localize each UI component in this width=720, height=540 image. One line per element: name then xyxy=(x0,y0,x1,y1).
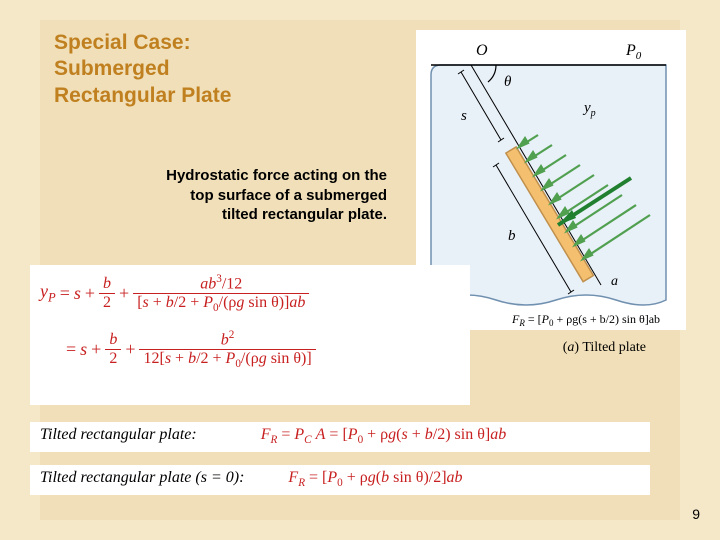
eq2-formula: FR = PC A = [P0 + ρg(s + b/2) sin θ]ab xyxy=(261,426,506,443)
eq-yp-line1: yP = s + b2 + ab3/12 [s + b/2 + P0/(ρg s… xyxy=(40,273,460,315)
title-line-1: Special Case: xyxy=(54,30,231,56)
title-line-2: Submerged xyxy=(54,56,231,82)
eq-yp-line2: = s + b2 + b2 12[s + b/2 + P0/(ρg sin θ)… xyxy=(66,329,460,371)
diagram-caption: (a) (a) Tilted plateTilted plate xyxy=(563,340,646,356)
label-a: a xyxy=(611,274,618,289)
subtitle-line-3: tilted rectangular plate. xyxy=(152,205,387,225)
equation-yp: yP = s + b2 + ab3/12 [s + b/2 + P0/(ρg s… xyxy=(30,265,470,405)
slide-title: Special Case: Submerged Rectangular Plat… xyxy=(54,30,231,109)
diagram-FR-formula: FR = [P0 + ρg(s + b/2) sin θ]ab xyxy=(511,312,660,328)
page-number: 9 xyxy=(692,506,700,522)
subtitle-line-1: Hydrostatic force acting on the xyxy=(152,166,387,186)
subtitle-line-2: top surface of a submerged xyxy=(152,186,387,206)
title-line-3: Rectangular Plate xyxy=(54,83,231,109)
label-theta: θ xyxy=(504,74,512,90)
eq3-formula: FR = [P0 + ρg(b sin θ)/2]ab xyxy=(288,469,462,486)
label-b: b xyxy=(508,228,516,244)
eq3-label: Tilted rectangular plate (s = 0): xyxy=(40,469,244,486)
equation-FR-s0: Tilted rectangular plate (s = 0): FR = [… xyxy=(30,465,650,495)
label-O: O xyxy=(476,42,488,59)
eq2-label: Tilted rectangular plate: xyxy=(40,426,197,443)
label-P0: P0 xyxy=(625,42,642,62)
equation-FR-tilted: Tilted rectangular plate: FR = PC A = [P… xyxy=(30,422,650,452)
slide-subtitle: Hydrostatic force acting on the top surf… xyxy=(152,166,387,225)
label-s: s xyxy=(461,108,467,124)
